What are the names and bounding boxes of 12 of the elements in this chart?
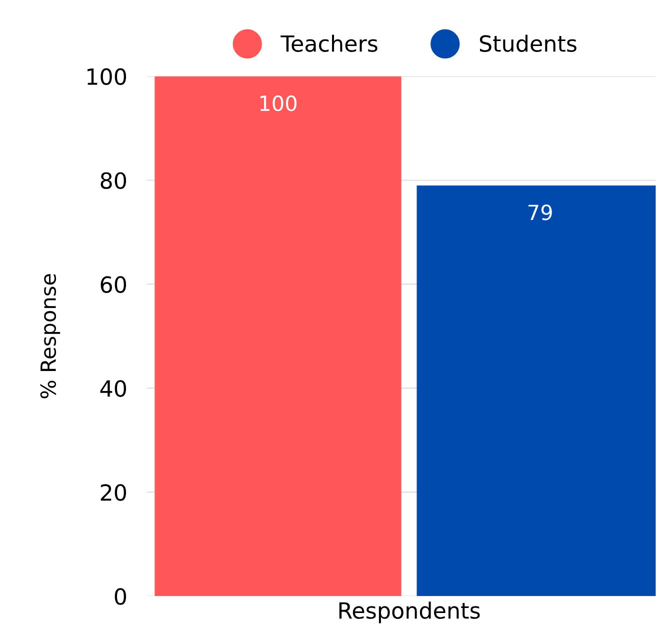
y-tick-label: 80 [100,172,126,190]
legend-label: Teachers [280,34,378,52]
y-axis-title: % Response [40,274,60,398]
y-tick-label: 40 [100,380,126,397]
data-label: 100 [260,95,296,112]
data-label: 79 [528,204,552,220]
y-tick-label: 100 [88,68,126,86]
legend-label: Students [480,34,576,52]
y-tick-label: 60 [100,276,126,293]
x-tick-label: Respondents [339,602,480,624]
y-tick-label: 0 [114,588,126,605]
y-tick-label: 20 [100,484,126,501]
